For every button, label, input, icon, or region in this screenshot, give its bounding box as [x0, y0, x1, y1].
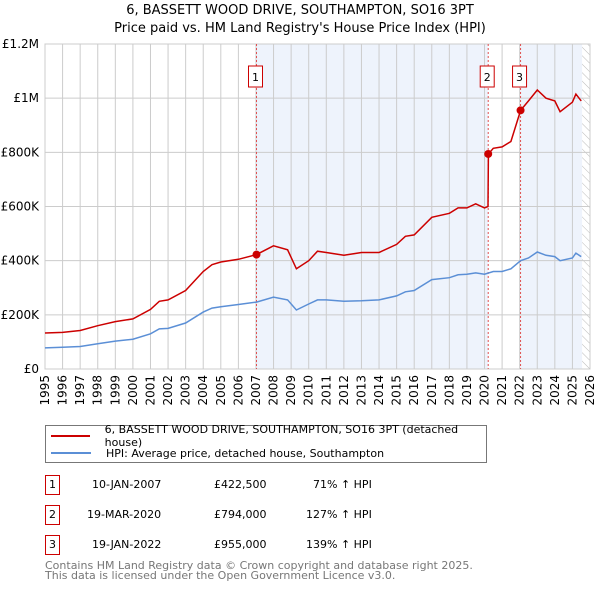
footer-copyright: Contains HM Land Registry data © Crown c…	[45, 559, 473, 572]
x-tick-label: 2026	[583, 375, 597, 406]
y-tick-label: £0	[24, 362, 39, 376]
x-tick-label: 2012	[337, 375, 351, 406]
x-tick-label: 2020	[478, 375, 492, 406]
legend: 6, BASSETT WOOD DRIVE, SOUTHAMPTON, SO16…	[45, 423, 487, 463]
legend-label-property: 6, BASSETT WOOD DRIVE, SOUTHAMPTON, SO16…	[104, 423, 459, 449]
legend-swatch-property	[51, 435, 90, 437]
x-tick-label: 2008	[267, 375, 281, 406]
plot-frame	[44, 43, 591, 370]
transaction-date: 19-JAN-2022	[92, 538, 162, 551]
x-tick-label: 2009	[284, 375, 298, 406]
chart-subtitle: Price paid vs. HM Land Registry's House …	[114, 21, 486, 36]
transaction-hpi: 71% ↑ HPI	[313, 478, 372, 491]
property-price-line	[44, 88, 582, 334]
transaction-row: 2 19-MAR-2020 £794,000 127% ↑ HPI	[45, 505, 445, 525]
transaction-hpi: 127% ↑ HPI	[306, 508, 372, 521]
x-tick-label: 2003	[179, 375, 193, 406]
x-tick-label: 2005	[214, 375, 228, 406]
y-tick-label: £800K	[1, 145, 41, 159]
transaction-row: 3 19-JAN-2022 £955,000 139% ↑ HPI	[45, 535, 445, 555]
x-tick-label: 2011	[319, 375, 333, 406]
x-tick-label: 2023	[530, 375, 544, 406]
y-tick-label: £1M	[13, 91, 39, 105]
x-tick-label: 2015	[390, 375, 404, 406]
footer-licence: This data is licensed under the Open Gov…	[45, 569, 396, 582]
transaction-number: 2	[45, 505, 60, 525]
x-tick-label: 1997	[73, 375, 87, 406]
sale-point	[516, 106, 525, 115]
transaction-date: 19-MAR-2020	[87, 508, 162, 521]
transaction-price: £422,500	[214, 478, 267, 491]
x-tick-label: 1999	[108, 375, 122, 406]
x-tick-label: 2018	[442, 375, 456, 406]
x-tick-label: 2006	[231, 375, 245, 406]
y-tick-label: £200K	[1, 308, 41, 322]
x-tick-label: 2025	[565, 375, 579, 406]
x-tick-label: 2002	[161, 375, 175, 406]
legend-item-property: 6, BASSETT WOOD DRIVE, SOUTHAMPTON, SO16…	[46, 423, 486, 449]
sale-marker-label: 3	[516, 71, 523, 84]
transaction-date: 10-JAN-2007	[92, 478, 162, 491]
x-tick-label: 1996	[56, 375, 70, 406]
x-tick-label: 2004	[196, 375, 210, 406]
x-tick-label: 2019	[460, 375, 474, 406]
transaction-number: 1	[45, 475, 60, 495]
x-tick-label: 2024	[548, 375, 562, 406]
x-tick-label: 2001	[143, 375, 157, 406]
transaction-price: £955,000	[214, 538, 267, 551]
x-tick-label: 2022	[513, 375, 527, 406]
y-tick-label: £400K	[1, 254, 41, 268]
x-tick-label: 2017	[425, 375, 439, 406]
x-tick-label: 1998	[91, 375, 105, 406]
sale-point	[484, 149, 493, 158]
y-tick-label: £1.2M	[2, 37, 39, 51]
x-tick-label: 2000	[126, 375, 140, 406]
footer: Contains HM Land Registry data © Crown c…	[45, 559, 473, 582]
legend-item-hpi: HPI: Average price, detached house, Sout…	[46, 445, 384, 461]
chart-title: 6, BASSETT WOOD DRIVE, SOUTHAMPTON, SO16…	[126, 3, 474, 18]
legend-swatch-hpi	[51, 452, 91, 454]
y-tick-label: £600K	[1, 200, 41, 214]
sale-marker-box	[247, 65, 263, 88]
sale-marker-box	[479, 65, 495, 88]
transaction-price: £794,000	[214, 508, 267, 521]
x-tick-label: 2007	[249, 375, 263, 406]
transaction-row: 1 10-JAN-2007 £422,500 71% ↑ HPI	[45, 475, 445, 495]
sale-point	[252, 250, 261, 259]
x-tick-label: 2013	[354, 375, 368, 406]
sale-marker-label: 1	[252, 71, 259, 84]
sale-marker-label: 2	[484, 71, 491, 84]
legend-label-hpi: HPI: Average price, detached house, Sout…	[106, 446, 385, 460]
hpi-line	[44, 251, 582, 349]
x-tick-label: 2010	[302, 375, 316, 406]
x-tick-label: 2014	[372, 375, 386, 406]
x-tick-label: 1995	[38, 375, 52, 406]
transaction-hpi: 139% ↑ HPI	[306, 538, 372, 551]
x-tick-label: 2021	[495, 375, 509, 406]
transaction-number: 3	[45, 535, 60, 555]
x-tick-label: 2016	[407, 375, 421, 406]
sale-marker-box	[512, 65, 528, 88]
price-chart: 1995 1996 1997 1998 1999 2000 2001 2002 2003 2004…	[1, 37, 597, 406]
